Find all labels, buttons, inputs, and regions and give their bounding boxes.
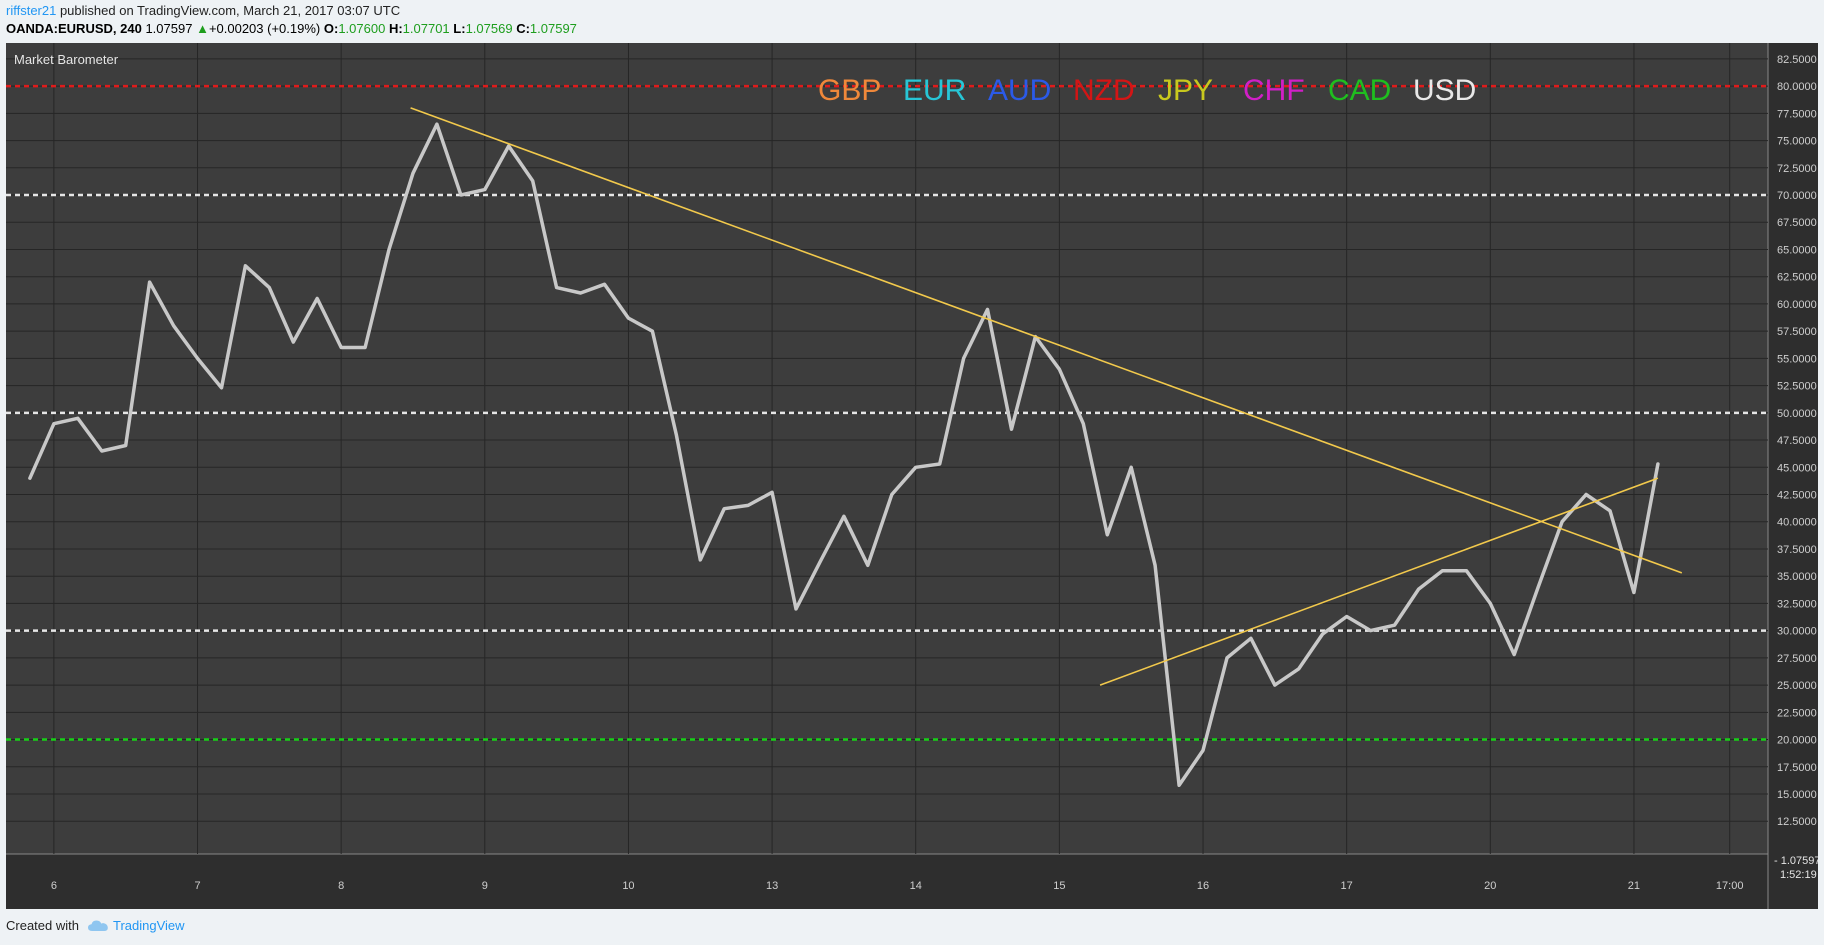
x-tick-label: 7 (194, 880, 200, 892)
chart-area[interactable]: 12.5000 15.0000 17.5000 20.0000 22.5000 25.00… (6, 43, 1818, 909)
publish-header: riffster21 published on TradingView.com,… (6, 3, 400, 19)
y-tick-label: 67.5000 (1777, 217, 1817, 229)
y-tick-label: 27.5000 (1777, 653, 1817, 665)
tradingview-brand[interactable]: TradingView (112, 918, 185, 933)
x-tick-label: 9 (482, 880, 488, 892)
y-tick-label: 17.5000 (1777, 762, 1817, 774)
trendline (1099, 477, 1659, 686)
y-tick-label: 77.5000 (1777, 108, 1817, 120)
cloud-icon (87, 920, 108, 931)
y-tick-label: 22.5000 (1777, 707, 1817, 719)
author-link[interactable]: riffster21 (6, 3, 57, 18)
y-tick-label: 57.5000 (1777, 326, 1817, 338)
time-axis-background (6, 854, 1768, 909)
footer: Created with TradingView (6, 918, 185, 933)
y-tick-label: 32.5000 (1777, 598, 1817, 610)
y-tick-label: 75.0000 (1777, 136, 1817, 148)
close-label: C: (516, 21, 530, 36)
y-tick-label: 50.0000 (1777, 408, 1817, 420)
y-tick-label: 47.5000 (1777, 435, 1817, 447)
legend-item-eur: EUR (903, 74, 966, 107)
created-with-text: Created with (6, 918, 79, 933)
y-tick-label: 37.5000 (1777, 544, 1817, 556)
y-tick-label: 60.0000 (1777, 299, 1817, 311)
low-value: 1.07569 (465, 21, 513, 36)
y-tick-label: 40.0000 (1777, 517, 1817, 529)
y-tick-label: 65.0000 (1777, 244, 1817, 256)
x-tick-label: 16 (1197, 880, 1209, 892)
open-label: O: (323, 21, 339, 36)
y-tick-label: 30.0000 (1777, 626, 1817, 638)
y-tick-label: 70.0000 (1777, 190, 1817, 202)
y-tick-label: 35.0000 (1777, 571, 1817, 583)
legend-item-jpy: JPY (1158, 74, 1213, 107)
y-tick-label: 62.5000 (1777, 272, 1817, 284)
x-tick-label: 13 (766, 880, 778, 892)
last-price: 1.07597 (145, 21, 193, 36)
price-axis-background (1768, 43, 1818, 909)
up-arrow-icon: ▲ (196, 21, 209, 36)
y-tick-label: 52.5000 (1777, 381, 1817, 393)
y-tick-label: 15.0000 (1777, 789, 1817, 801)
x-tick-label: 10 (622, 880, 634, 892)
symbol-name: OANDA:EURUSD, 240 (6, 21, 142, 36)
y-tick-label: 42.5000 (1777, 490, 1817, 502)
legend-item-cad: CAD (1328, 74, 1391, 107)
x-tick-label: 20 (1484, 880, 1496, 892)
plot-background (6, 43, 1768, 854)
legend-item-usd: USD (1413, 74, 1476, 107)
legend-item-gbp: GBP (818, 74, 881, 107)
y-tick-label: 20.0000 (1777, 735, 1817, 747)
x-tick-label: 21 (1628, 880, 1640, 892)
y-tick-label: 55.0000 (1777, 353, 1817, 365)
x-tick-label: 8 (338, 880, 344, 892)
y-tick-label: 45.0000 (1777, 462, 1817, 474)
tradingview-logo[interactable]: TradingView (87, 918, 185, 933)
chart-title: Market Barometer (14, 52, 119, 67)
y-tick-label: 12.5000 (1777, 816, 1817, 828)
legend-item-aud: AUD (988, 74, 1051, 107)
y-tick-label: 80.0000 (1777, 81, 1817, 93)
y-tick-label: 82.5000 (1777, 54, 1817, 66)
x-tick-label: 15 (1053, 880, 1065, 892)
y-tick-label: 72.5000 (1777, 163, 1817, 175)
price-marker: - 1.07597 (1774, 855, 1818, 867)
publish-info: published on TradingView.com, March 21, … (56, 3, 401, 18)
close-value: 1.07597 (529, 21, 577, 36)
symbol-quote-bar: OANDA:EURUSD, 240 1.07597 ▲+0.00203 (+0.… (6, 21, 577, 37)
time-marker: 1:52:19 (1780, 869, 1817, 881)
open-value: 1.07600 (338, 21, 386, 36)
series-line (28, 122, 1660, 788)
high-label: H: (388, 21, 403, 36)
x-tick-label: 14 (910, 880, 922, 892)
trendline (410, 107, 1683, 574)
price-change: +0.00203 (+0.19%) (208, 21, 321, 36)
x-tick-label: 6 (51, 880, 57, 892)
low-label: L: (453, 21, 466, 36)
high-value: 1.07701 (402, 21, 450, 36)
x-tick-label: 17:00 (1716, 880, 1744, 892)
legend-item-nzd: NZD (1073, 74, 1135, 107)
chart-svg[interactable]: 12.5000 15.0000 17.5000 20.0000 22.5000 25.00… (6, 43, 1818, 909)
x-tick-label: 17 (1341, 880, 1353, 892)
y-tick-label: 25.0000 (1777, 680, 1817, 692)
legend-item-chf: CHF (1243, 74, 1305, 107)
